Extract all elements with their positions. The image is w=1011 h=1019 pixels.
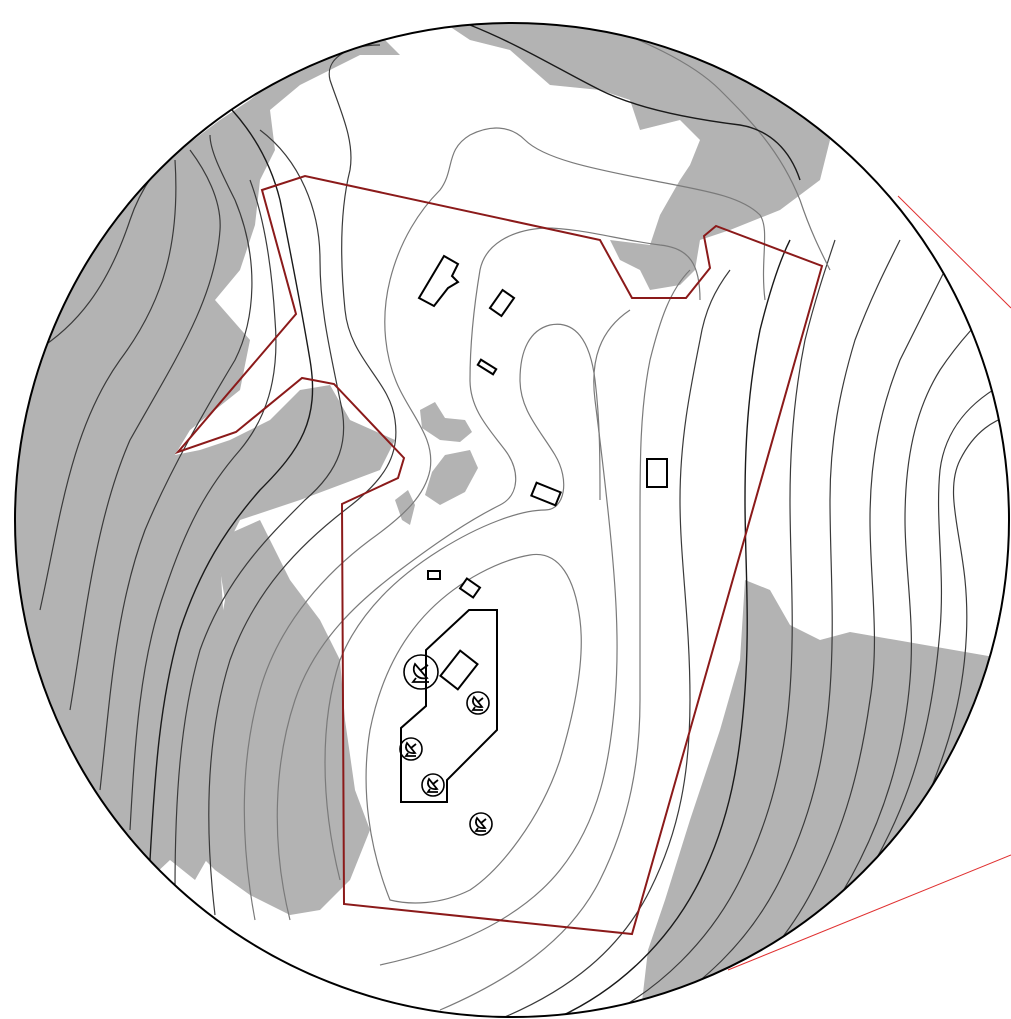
vegetation-area: [425, 450, 478, 505]
satellite-dish-icon: [421, 773, 445, 797]
satellite-dish-icon: [399, 737, 423, 761]
contour-line: [208, 44, 397, 916]
satellite-dishes: [399, 654, 493, 836]
inset-leader-lines: [727, 195, 1011, 971]
map-circle-border: [14, 22, 1010, 1018]
leader-line-bottom: [727, 854, 1011, 971]
satellite-dish-icon: [466, 691, 490, 715]
contour-line: [149, 109, 314, 861]
building: [530, 481, 562, 507]
contour-line: [243, 127, 766, 921]
satellite-dish-icon: [469, 812, 493, 836]
contour-line: [129, 179, 277, 831]
contour-line: [69, 149, 221, 711]
building: [417, 254, 460, 308]
contour-line: [39, 159, 177, 611]
contour-line: [499, 269, 731, 1017]
contour-line: [689, 269, 946, 1017]
contour-line: [639, 239, 901, 1017]
contour-line: [174, 129, 345, 891]
contour-line: [99, 134, 253, 791]
property-boundary: [174, 174, 824, 936]
vegetation-area: [420, 402, 472, 442]
contour-line: [324, 323, 601, 881]
antenna-compound-fence: [400, 609, 498, 803]
building: [488, 288, 516, 318]
building: [427, 570, 441, 580]
vegetation-area: [395, 490, 415, 525]
contour-line: [599, 239, 836, 1017]
building: [646, 458, 668, 488]
contour-line: [554, 239, 791, 1017]
building: [476, 358, 498, 376]
contour-line: [439, 269, 691, 1011]
leader-line-top: [897, 195, 1011, 309]
contour-line: [469, 24, 801, 181]
vegetation-area: [15, 23, 400, 1017]
building: [439, 649, 479, 691]
satellite-dish-icon: [403, 654, 439, 690]
contour-line: [365, 553, 582, 904]
vegetation-area: [195, 520, 370, 915]
contour-line: [589, 23, 831, 271]
contour-line: [379, 309, 631, 966]
vegetation-area: [640, 580, 1009, 1017]
building: [458, 577, 482, 599]
buildings: [417, 254, 668, 691]
contour-line: [276, 227, 701, 921]
